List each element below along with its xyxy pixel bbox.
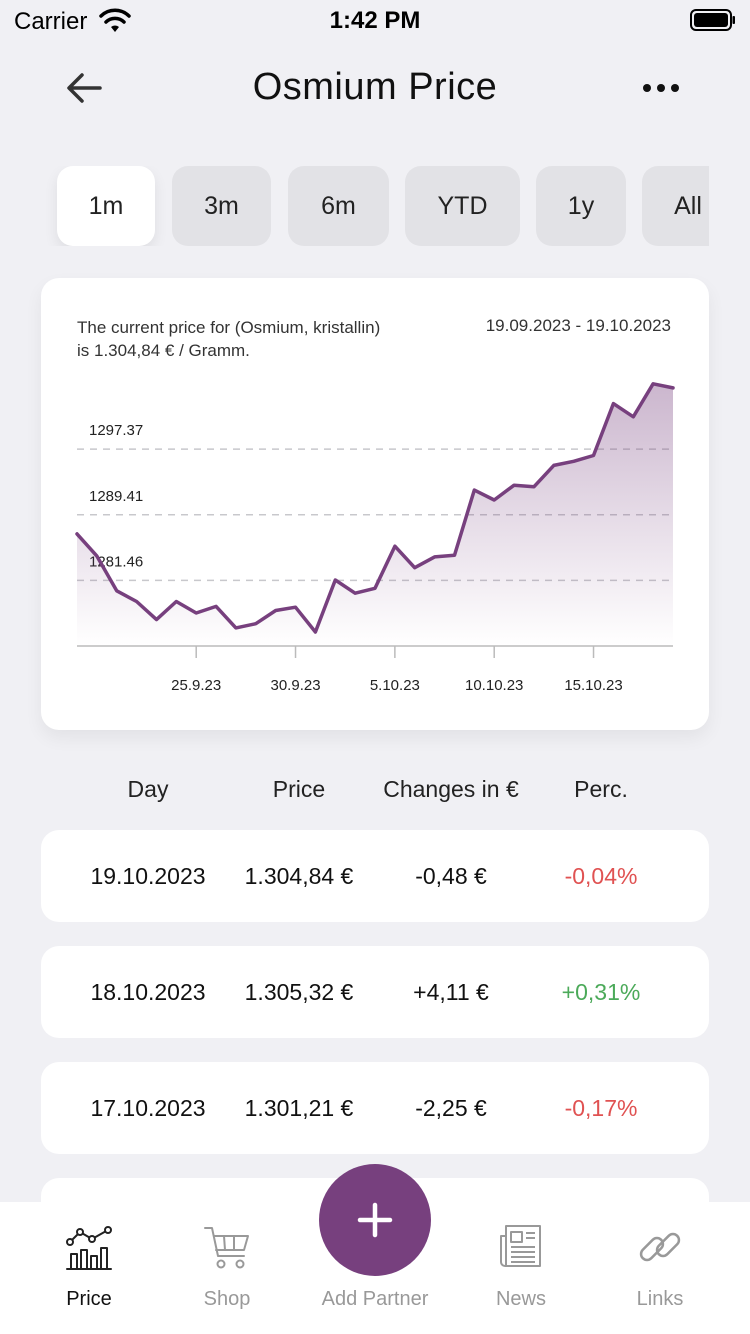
x-tick-label: 25.9.23 xyxy=(171,677,221,694)
range-tab-1y[interactable]: 1y xyxy=(536,166,626,246)
x-tick-label: 15.10.23 xyxy=(564,677,622,694)
range-tab-1m[interactable]: 1m xyxy=(57,166,155,246)
header-perc: Perc. xyxy=(574,776,628,802)
tab-news-label: News xyxy=(495,1288,546,1310)
row-perc: -0,04% xyxy=(564,863,638,889)
row-change: +4,11 € xyxy=(413,979,489,1005)
row-price: 1.301,21 € xyxy=(244,1095,354,1121)
price-area xyxy=(77,383,673,646)
table-row[interactable]: 17.10.2023 1.301,21 € -2,25 € -0,17% xyxy=(41,1062,709,1154)
table-row[interactable]: 19.10.2023 1.304,84 € -0,48 € -0,04% xyxy=(41,830,709,922)
row-change: -2,25 € xyxy=(415,1095,487,1121)
y-tick-label: 1289.41 xyxy=(89,488,143,505)
tab-links[interactable]: Links xyxy=(585,1202,735,1334)
row-day: 19.10.2023 xyxy=(90,863,206,889)
status-bar: Carrier 1:42 PM xyxy=(0,0,750,40)
cart-icon xyxy=(204,1227,249,1269)
price-line xyxy=(75,382,675,634)
add-partner-button[interactable] xyxy=(319,1164,431,1276)
row-perc: -0,17% xyxy=(564,1095,638,1121)
battery-icon xyxy=(690,9,735,31)
row-perc: +0,31% xyxy=(561,979,641,1005)
carrier-label: Carrier xyxy=(14,8,88,35)
row-change: -0,48 € xyxy=(415,863,487,889)
add-partner-label: Add Partner xyxy=(321,1288,429,1310)
table-row[interactable]: 18.10.2023 1.305,32 € +4,11 € +0,31% xyxy=(41,946,709,1038)
ellipsis-icon[interactable] xyxy=(640,78,682,98)
tab-price-label: Price xyxy=(66,1288,112,1310)
tab-links-label: Links xyxy=(636,1288,684,1310)
header-day: Day xyxy=(127,776,169,802)
arrow-left-icon[interactable] xyxy=(64,70,104,106)
row-price: 1.305,32 € xyxy=(244,979,354,1005)
row-price: 1.304,84 € xyxy=(244,863,354,889)
chart-card: The current price for (Osmium, kristalli… xyxy=(41,278,709,730)
range-tab-ytd[interactable]: YTD xyxy=(405,166,520,246)
tab-shop-label: Shop xyxy=(203,1288,251,1310)
range-tab-6m[interactable]: 6m xyxy=(288,166,389,246)
tab-news[interactable]: News xyxy=(446,1202,596,1334)
row-day: 17.10.2023 xyxy=(90,1095,206,1121)
plus-icon xyxy=(357,1202,393,1238)
header-change: Changes in € xyxy=(383,776,519,802)
chart-description: The current price for (Osmium, kristalli… xyxy=(77,318,381,360)
range-tabs: 1m 3m 6m YTD 1y All xyxy=(0,166,709,246)
x-tick-label: 30.9.23 xyxy=(271,677,321,694)
header-price: Price xyxy=(272,776,326,802)
range-tab-all[interactable]: All xyxy=(642,166,709,246)
range-tab-3m[interactable]: 3m xyxy=(172,166,271,246)
clock: 1:42 PM xyxy=(329,7,421,34)
x-tick-label: 5.10.23 xyxy=(370,677,420,694)
newspaper-icon xyxy=(500,1225,541,1267)
price-chart-icon xyxy=(66,1226,112,1270)
tab-shop[interactable]: Shop xyxy=(152,1202,302,1334)
page-title: Osmium Price xyxy=(252,66,498,108)
chart-date-range: 19.09.2023 - 19.10.2023 xyxy=(485,316,671,335)
wifi-icon xyxy=(99,8,131,32)
tab-price[interactable]: Price xyxy=(14,1202,164,1334)
x-tick-label: 10.10.23 xyxy=(465,677,523,694)
row-day: 18.10.2023 xyxy=(90,979,206,1005)
y-tick-label: 1297.37 xyxy=(89,422,143,439)
table-header: Day Price Changes in € Perc. xyxy=(41,776,709,810)
link-icon xyxy=(639,1232,681,1262)
